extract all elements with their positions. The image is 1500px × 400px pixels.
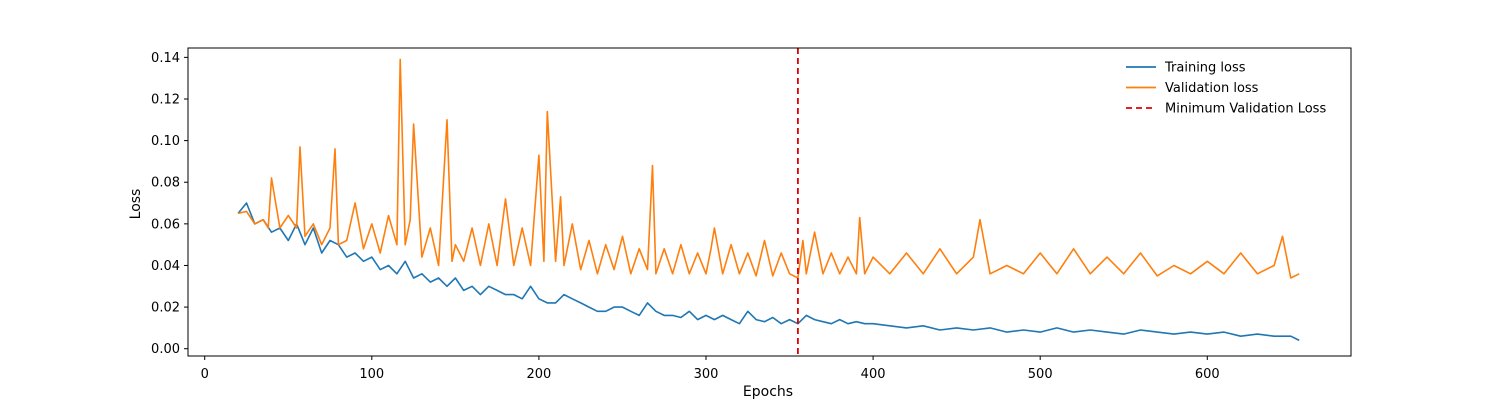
- y-tick-label: 0.02: [151, 301, 180, 316]
- x-tick-label: 200: [526, 367, 551, 382]
- y-axis: 0.00 0.02 0.04 0.06 0.08 0.10 0.12 0.14: [151, 51, 188, 357]
- legend-label-training-loss: Training loss: [1164, 61, 1246, 76]
- series-line-training-loss: [237, 202, 1300, 342]
- x-tick-label: 0: [201, 367, 209, 382]
- x-axis: 0 100 200 300 400 500 600: [201, 356, 1220, 382]
- legend-label-min-validation-loss: Minimum Validation Loss: [1165, 102, 1326, 117]
- y-tick-label: 0.12: [151, 92, 180, 107]
- y-axis-label: Loss: [128, 189, 144, 220]
- plot-marks: [237, 48, 1300, 356]
- legend-label-validation-loss: Validation loss: [1165, 81, 1259, 96]
- x-tick-label: 600: [1195, 367, 1220, 382]
- y-tick-label: 0.04: [151, 259, 180, 274]
- plot-frame: [187, 47, 1352, 357]
- series-line-validation-loss: [237, 58, 1300, 279]
- legend: Training loss Validation loss Minimum Vali…: [1126, 61, 1326, 117]
- x-tick-label: 100: [359, 367, 384, 382]
- x-axis-label: Epochs: [743, 384, 793, 400]
- y-tick-label: 0.00: [151, 342, 180, 357]
- x-tick-label: 500: [1028, 367, 1053, 382]
- x-tick-label: 400: [861, 367, 886, 382]
- y-tick-label: 0.14: [151, 51, 180, 66]
- y-tick-label: 0.10: [151, 134, 180, 149]
- y-tick-label: 0.06: [151, 217, 180, 232]
- x-tick-label: 300: [694, 367, 719, 382]
- y-tick-label: 0.08: [151, 176, 180, 191]
